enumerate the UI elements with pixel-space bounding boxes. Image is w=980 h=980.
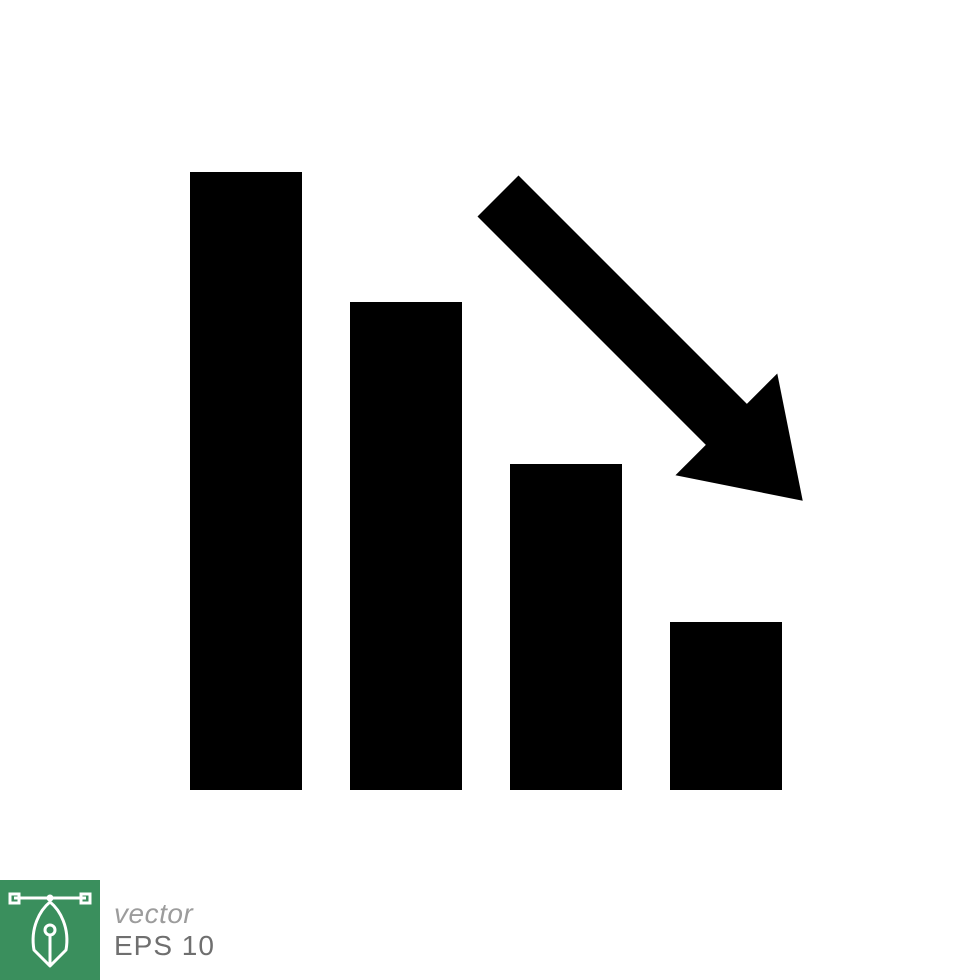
pen-tool-icon <box>0 880 100 980</box>
trend-down-arrow-icon <box>0 0 980 980</box>
badge-text: vector EPS 10 <box>114 898 215 962</box>
declining-bar-chart-icon: vector EPS 10 <box>0 0 980 980</box>
vector-format-badge: vector EPS 10 <box>0 880 215 980</box>
badge-line-vector: vector <box>114 898 215 930</box>
badge-line-eps: EPS 10 <box>114 930 215 962</box>
